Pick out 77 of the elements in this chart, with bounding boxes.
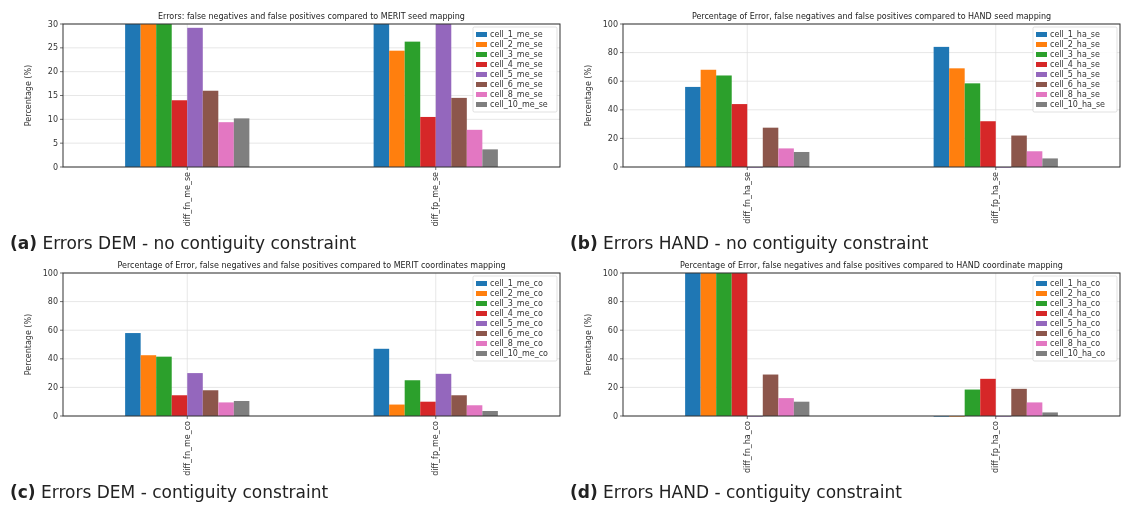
text: (d) Errors HAND - contiguity constraint bbox=[570, 482, 903, 502]
y-tick-label: 60 bbox=[607, 76, 618, 86]
legend-label: cell_3_me_co bbox=[490, 299, 543, 309]
legend-label: cell_8_ha_co bbox=[1050, 339, 1101, 349]
legend-label: cell_1_ha_co bbox=[1050, 279, 1101, 289]
text: (a) Errors DEM - no contiguity constraint bbox=[10, 233, 357, 253]
y-tick-label: 20 bbox=[47, 67, 58, 77]
legend-label: cell_5_ha_se bbox=[1050, 70, 1100, 80]
legend-label: cell_1_ha_se bbox=[1050, 30, 1100, 40]
legend-label: cell_2_ha_se bbox=[1050, 40, 1100, 50]
y-tick-label: 0 bbox=[612, 411, 618, 421]
y-tick-label: 40 bbox=[607, 105, 618, 115]
x-tick-label: diff_fp_me_co bbox=[431, 420, 441, 476]
legend-label: cell_6_me_co bbox=[490, 329, 543, 339]
chart-title: Percentage of Error, false negatives and false positives compared to HAND seed mapping bbox=[691, 12, 1052, 21]
legend-label: cell_6_ha_co bbox=[1050, 329, 1101, 339]
legend-label: cell_5_ha_co bbox=[1050, 319, 1101, 329]
legend-label: cell_5_me_se bbox=[490, 70, 543, 80]
legend-label: cell_8_me_co bbox=[490, 339, 543, 349]
legend-label: cell_10_me_se bbox=[490, 100, 548, 110]
legend-label: cell_2_me_co bbox=[490, 289, 543, 299]
x-tick-label: diff_fp_ha_co bbox=[991, 420, 1001, 473]
legend-label: cell_1_me_se bbox=[490, 30, 543, 40]
chart-title: Errors: false negatives and false positives compared to MERIT seed mapping bbox=[158, 12, 465, 21]
y-tick-label: 100 bbox=[42, 268, 58, 278]
text: (c) Errors DEM - contiguity constraint bbox=[10, 482, 329, 502]
y-tick-label: 0 bbox=[52, 162, 58, 172]
y-tick-label: 0 bbox=[612, 162, 618, 172]
legend-label: cell_4_ha_co bbox=[1050, 309, 1101, 319]
chart-title: Percentage of Error, false negatives and false positives compared to HAND coordinate mapping bbox=[680, 261, 1063, 270]
legend-label: cell_8_ha_se bbox=[1050, 90, 1100, 100]
x-tick-label: diff_fp_me_se bbox=[431, 171, 441, 227]
legend-label: cell_4_ha_se bbox=[1050, 60, 1100, 70]
legend-label: cell_5_me_co bbox=[490, 319, 543, 329]
y-tick-label: 20 bbox=[607, 382, 618, 392]
y-tick-label: 30 bbox=[47, 19, 58, 29]
y-tick-label: 15 bbox=[47, 91, 58, 101]
legend-label: cell_4_me_se bbox=[490, 60, 543, 70]
legend-label: cell_10_me_co bbox=[490, 349, 549, 359]
y-tick-label: 10 bbox=[47, 114, 58, 124]
legend-label: cell_10_ha_co bbox=[1050, 349, 1106, 359]
chart-title: Percentage of Error, false negatives and false positives compared to MERIT coordinates mapping bbox=[117, 261, 506, 270]
legend-label: cell_3_ha_co bbox=[1050, 299, 1101, 309]
legend-label: cell_3_me_se bbox=[490, 50, 543, 60]
legend-label: cell_2_ha_co bbox=[1050, 289, 1101, 299]
y-tick-label: 100 bbox=[602, 19, 618, 29]
y-tick-label: 25 bbox=[47, 43, 58, 53]
legend-label: cell_6_me_se bbox=[490, 80, 543, 90]
y-tick-label: 20 bbox=[607, 133, 618, 143]
legend-label: cell_8_me_se bbox=[490, 90, 543, 100]
legend-label: cell_4_me_co bbox=[490, 309, 543, 319]
legend-label: cell_3_ha_se bbox=[1050, 50, 1100, 60]
y-tick-label: 40 bbox=[47, 354, 58, 364]
y-tick-label: 60 bbox=[607, 325, 618, 335]
y-tick-label: 5 bbox=[52, 138, 58, 148]
x-tick-label: diff_fn_me_co bbox=[182, 420, 192, 476]
x-tick-label: diff_fn_ha_se bbox=[742, 171, 752, 224]
y-tick-label: 80 bbox=[607, 48, 618, 58]
x-tick-label: diff_fn_ha_co bbox=[742, 420, 752, 473]
y-axis-title: Percentage (%) bbox=[584, 64, 593, 127]
y-tick-label: 20 bbox=[47, 382, 58, 392]
y-tick-label: 60 bbox=[47, 325, 58, 335]
legend-label: cell_1_me_co bbox=[490, 279, 543, 289]
y-axis-title: Percentage (%) bbox=[24, 313, 33, 376]
y-axis-title: Percentage (%) bbox=[24, 64, 33, 127]
legend-label: cell_6_ha_se bbox=[1050, 80, 1100, 90]
y-tick-label: 80 bbox=[607, 297, 618, 307]
y-axis-title: Percentage (%) bbox=[584, 313, 593, 376]
legend-label: cell_10_ha_se bbox=[1050, 100, 1106, 110]
y-tick-label: 0 bbox=[52, 411, 58, 421]
y-tick-label: 40 bbox=[607, 354, 618, 364]
y-tick-label: 80 bbox=[47, 297, 58, 307]
text: (b) Errors HAND - no contiguity constraint bbox=[570, 233, 929, 253]
x-tick-label: diff_fp_ha_se bbox=[991, 171, 1001, 224]
y-tick-label: 100 bbox=[602, 268, 618, 278]
legend-label: cell_2_me_se bbox=[490, 40, 543, 50]
x-tick-label: diff_fn_me_se bbox=[182, 171, 192, 227]
